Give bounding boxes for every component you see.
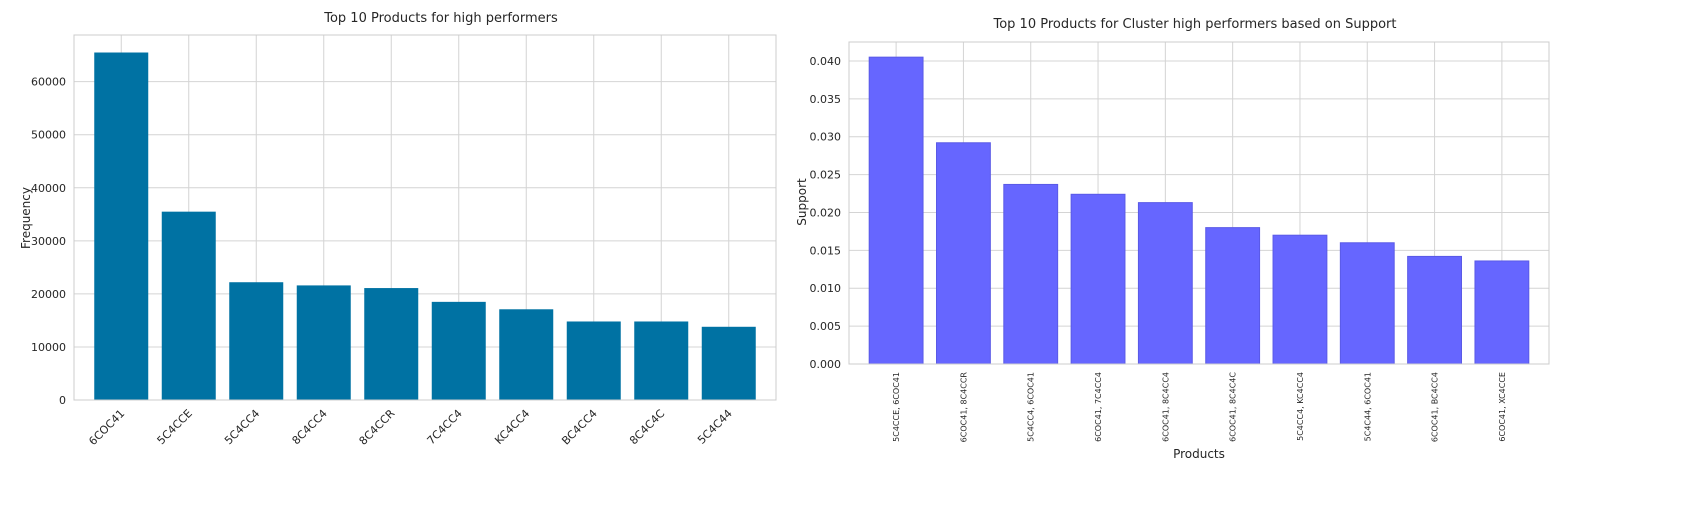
right-y-tick-label: 0.015 <box>810 244 842 257</box>
chart-left-ylabel: Frequency <box>19 187 33 249</box>
chart-right-y-ticks: 0.000 0.005 0.010 0.015 0.020 0.025 0.030 0.035… <box>810 55 842 371</box>
right-bar <box>1003 183 1059 365</box>
right-bar <box>1205 227 1261 365</box>
right-y-tick-label: 0.010 <box>810 282 842 295</box>
right-bar <box>1339 242 1395 365</box>
left-x-tick-label: 8C4CC4 <box>290 407 330 447</box>
right-x-tick-label: 6COC41, XC4CCE <box>1498 372 1507 442</box>
right-y-tick-label: 0.020 <box>810 206 842 219</box>
left-y-tick-label: 50000 <box>31 129 66 142</box>
right-x-tick-label: 6COC41, 8C4CC4 <box>1161 372 1170 442</box>
right-x-tick-label: 5C4CC4, KC4CC4 <box>1296 372 1305 441</box>
chart-left-bars <box>94 52 756 401</box>
left-y-tick-label: 60000 <box>31 76 66 89</box>
right-bar <box>936 142 991 365</box>
chart-right-x-ticks: 5C4CCE, 6COC41 6COC41, 8C4CCR 5C4CC4, 6COC… <box>892 372 1507 443</box>
chart-right-ylabel: Support <box>795 178 809 226</box>
right-x-tick-label: 5C4C44, 6COC41 <box>1363 372 1372 441</box>
left-y-tick-label: 40000 <box>31 182 66 195</box>
left-x-tick-label: 8C4C4C <box>627 407 668 448</box>
right-x-tick-label: 5C4CC4, 6COC41 <box>1027 372 1036 442</box>
chart-left-title: Top 10 Products for high performers <box>323 11 558 26</box>
left-y-tick-label: 30000 <box>31 235 66 248</box>
left-bar <box>94 52 149 401</box>
right-x-tick-label: 6COC41, 8C4C4C <box>1229 372 1238 442</box>
left-x-tick-label: 5C4CCE <box>155 407 195 447</box>
chart-right-frame <box>848 41 1550 365</box>
left-x-tick-label: KC4CC4 <box>492 407 532 447</box>
left-y-tick-label: 10000 <box>31 341 66 354</box>
left-bar <box>634 321 689 400</box>
right-y-tick-label: 0.030 <box>810 131 842 144</box>
left-x-tick-label: 6COC41 <box>86 407 127 448</box>
left-bar <box>566 321 621 400</box>
right-x-tick-label: 5C4CCE, 6COC41 <box>892 372 901 442</box>
right-x-tick-label: 6COC41, 8C4CCR <box>959 372 968 443</box>
left-bar <box>499 309 554 400</box>
right-bar <box>1407 255 1462 365</box>
left-bar <box>701 326 756 400</box>
left-y-tick-label: 20000 <box>31 288 66 301</box>
left-bar <box>229 282 284 400</box>
chart-right-xlabel: Products <box>1173 447 1225 461</box>
right-bar <box>1070 193 1126 365</box>
right-y-tick-label: 0.040 <box>810 55 842 68</box>
chart-left-frame <box>73 34 777 401</box>
left-x-tick-label: 7C4CC4 <box>425 407 465 447</box>
left-x-tick-label: 8C4CCR <box>357 407 398 448</box>
left-x-tick-label: BC4CC4 <box>559 407 600 448</box>
right-bar <box>1137 202 1193 365</box>
chart-right-bars <box>868 56 1530 365</box>
right-x-tick-label: 6COC41, BC4CC4 <box>1431 372 1440 442</box>
chart-right-title: Top 10 Products for Cluster high perform… <box>992 17 1396 32</box>
chart-left-y-ticks: 0 10000 20000 30000 40000 50000 60000 <box>31 76 66 407</box>
right-y-tick-label: 0.000 <box>810 358 842 371</box>
chart-left-x-ticks: 6COC41 5C4CCE 5C4CC4 8C4CC4 8C4CCR 7C4CC4 KC4C… <box>86 407 735 448</box>
right-bar <box>1272 234 1328 365</box>
left-bar <box>364 288 419 400</box>
right-y-tick-label: 0.025 <box>810 169 842 182</box>
right-y-tick-label: 0.005 <box>810 320 842 333</box>
left-x-tick-label: 5C4C44 <box>695 407 735 447</box>
left-bar <box>431 301 486 400</box>
right-x-tick-label: 6COC41, 7C4CC4 <box>1094 372 1103 442</box>
right-bar <box>868 56 924 365</box>
left-bar <box>296 285 351 400</box>
left-y-tick-label: 0 <box>59 394 66 407</box>
right-y-tick-label: 0.035 <box>810 93 842 106</box>
left-bar <box>161 211 216 400</box>
right-bar <box>1474 260 1530 365</box>
left-x-tick-label: 5C4CC4 <box>222 407 262 447</box>
